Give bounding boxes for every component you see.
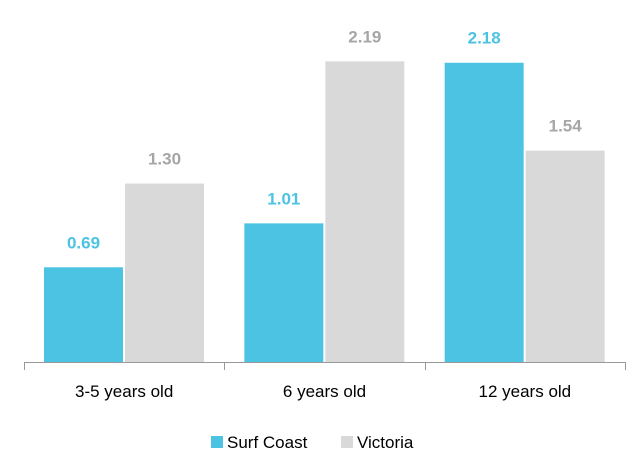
- bars-group: [44, 61, 605, 362]
- data-label: 1.01: [267, 189, 300, 208]
- x-axis-ticks: [24, 362, 626, 370]
- bar-surf-coast: [444, 62, 524, 362]
- data-label: 0.69: [67, 233, 100, 252]
- bar-victoria: [125, 183, 204, 362]
- legend-swatch: [341, 436, 353, 448]
- data-label: 1.30: [148, 150, 181, 169]
- x-axis-tick-labels: 3-5 years old 6 years old 12 years old: [75, 382, 571, 401]
- bar-surf-coast: [244, 223, 324, 362]
- bar-victoria: [525, 150, 605, 362]
- x-tick-label: 12 years old: [479, 382, 572, 401]
- legend-label: Victoria: [357, 433, 414, 452]
- value-labels-group: 0.69 1.30 1.01 2.19 2.18 1.54: [67, 27, 582, 252]
- x-tick-label: 3-5 years old: [75, 382, 173, 401]
- data-label: 1.54: [549, 117, 583, 136]
- legend-swatch: [211, 436, 223, 448]
- bar-surf-coast: [44, 267, 123, 362]
- data-label: 2.19: [348, 27, 381, 46]
- x-tick-label: 6 years old: [283, 382, 366, 401]
- legend-label: Surf Coast: [227, 433, 308, 452]
- legend: Surf Coast Victoria: [211, 433, 414, 452]
- bar-victoria: [325, 61, 405, 362]
- data-label: 2.18: [468, 29, 501, 48]
